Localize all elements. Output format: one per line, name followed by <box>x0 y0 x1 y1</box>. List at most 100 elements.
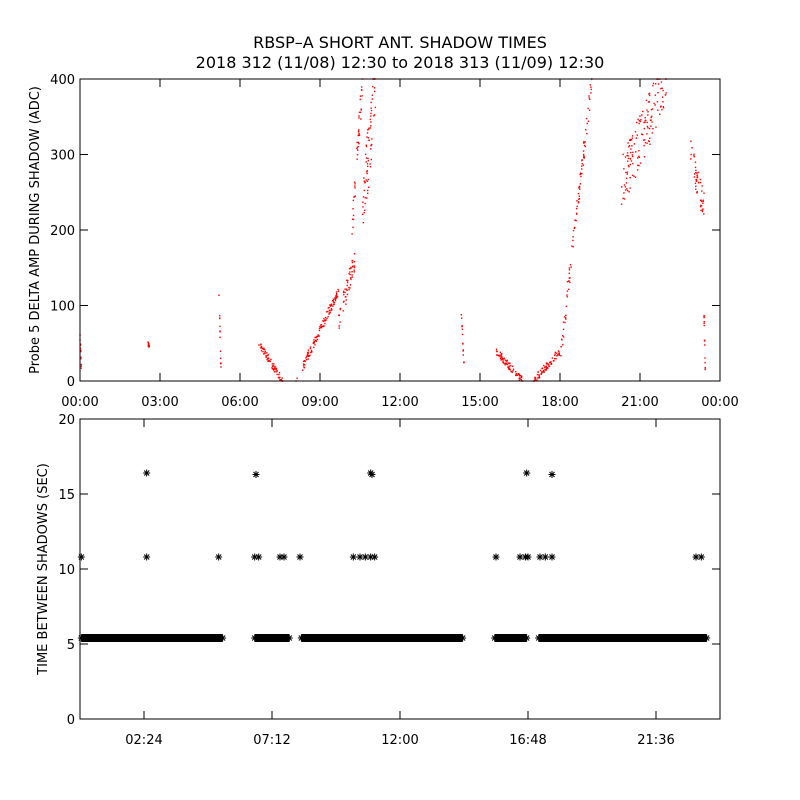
data-point <box>370 125 372 127</box>
data-point <box>624 156 627 158</box>
data-point <box>219 317 221 320</box>
data-point <box>362 221 365 224</box>
data-point <box>272 365 274 368</box>
data-point <box>368 139 370 142</box>
data-point <box>704 357 706 359</box>
bottom-plot: 02:24 07:12 12:00 16:48 21:36 0 5 10 15 20 TIME … <box>36 413 721 748</box>
data-point <box>255 553 263 561</box>
data-point <box>652 127 654 130</box>
data-point <box>506 359 508 362</box>
data-point <box>367 178 369 181</box>
data-point <box>319 326 322 329</box>
baseline-points-band <box>538 634 707 642</box>
data-point <box>625 171 627 174</box>
data-point <box>337 288 339 291</box>
data-point <box>356 158 358 160</box>
data-point <box>219 357 222 360</box>
bottom-y-tick-label: 0 <box>67 713 75 728</box>
data-point <box>581 165 583 167</box>
data-point <box>461 324 463 327</box>
baseline-points-band <box>254 634 290 642</box>
data-point <box>303 367 306 369</box>
data-point <box>333 303 335 306</box>
data-point <box>502 361 504 363</box>
data-point <box>334 299 337 302</box>
data-point <box>504 362 507 364</box>
data-point <box>501 356 503 358</box>
data-point <box>363 189 366 192</box>
data-point <box>351 274 353 276</box>
data-point <box>307 355 309 357</box>
data-point <box>660 105 662 107</box>
data-point <box>625 182 628 184</box>
data-point <box>356 147 358 150</box>
data-point <box>357 141 360 144</box>
data-point <box>367 128 370 130</box>
data-point <box>620 203 623 205</box>
data-point <box>354 187 356 189</box>
data-point <box>693 155 695 157</box>
data-point <box>504 364 506 366</box>
data-point <box>80 356 82 358</box>
data-point <box>363 180 365 182</box>
data-point <box>654 94 657 96</box>
data-point <box>361 95 363 97</box>
data-point <box>548 365 551 368</box>
data-point <box>547 363 549 366</box>
data-point <box>583 157 585 159</box>
baseline-point <box>459 634 467 642</box>
chart-title-line1: RBSP–A SHORT ANT. SHADOW TIMES <box>253 33 547 52</box>
data-point <box>623 184 626 186</box>
top-x-tick-label: 09:00 <box>301 395 338 410</box>
data-point <box>693 173 696 175</box>
data-point <box>263 348 266 351</box>
data-point <box>276 370 278 372</box>
data-point <box>275 368 277 370</box>
data-point <box>302 363 305 365</box>
data-point <box>582 164 585 166</box>
data-point <box>581 162 583 165</box>
asterisk-stroke <box>491 635 498 641</box>
data-point <box>358 133 360 135</box>
data-point <box>365 145 368 148</box>
data-point <box>320 326 323 328</box>
data-point <box>316 338 319 341</box>
data-point <box>627 157 630 160</box>
data-point <box>696 174 698 177</box>
data-point <box>357 131 360 133</box>
asterisk-stroke <box>253 471 259 478</box>
data-point <box>275 367 277 369</box>
data-point <box>557 354 559 356</box>
data-point <box>568 288 570 291</box>
data-point <box>508 367 511 370</box>
data-point <box>350 266 352 269</box>
data-point <box>353 253 356 255</box>
data-point <box>354 183 356 185</box>
data-point <box>512 368 515 370</box>
data-point <box>364 181 366 183</box>
data-point <box>220 362 222 364</box>
data-point <box>572 229 575 232</box>
bottom-y-tick-label: 5 <box>67 638 75 653</box>
data-point <box>366 197 368 199</box>
data-point <box>367 137 370 139</box>
data-point <box>631 174 634 177</box>
data-point <box>349 284 352 286</box>
data-point <box>563 316 566 318</box>
bottom-y-tick-label: 10 <box>58 563 75 578</box>
data-point <box>524 553 532 561</box>
data-point <box>629 139 632 142</box>
data-point <box>696 192 698 194</box>
data-point <box>558 354 561 356</box>
data-point <box>690 158 692 160</box>
data-point <box>275 369 277 371</box>
data-point <box>265 354 267 357</box>
bottom-x-ticks: 02:24 07:12 12:00 16:48 21:36 <box>125 419 675 748</box>
data-point <box>327 307 330 309</box>
data-point <box>631 145 633 147</box>
data-point <box>271 368 274 370</box>
data-point <box>561 338 563 341</box>
data-point <box>550 361 552 363</box>
data-point <box>638 156 641 159</box>
data-point <box>328 313 330 315</box>
